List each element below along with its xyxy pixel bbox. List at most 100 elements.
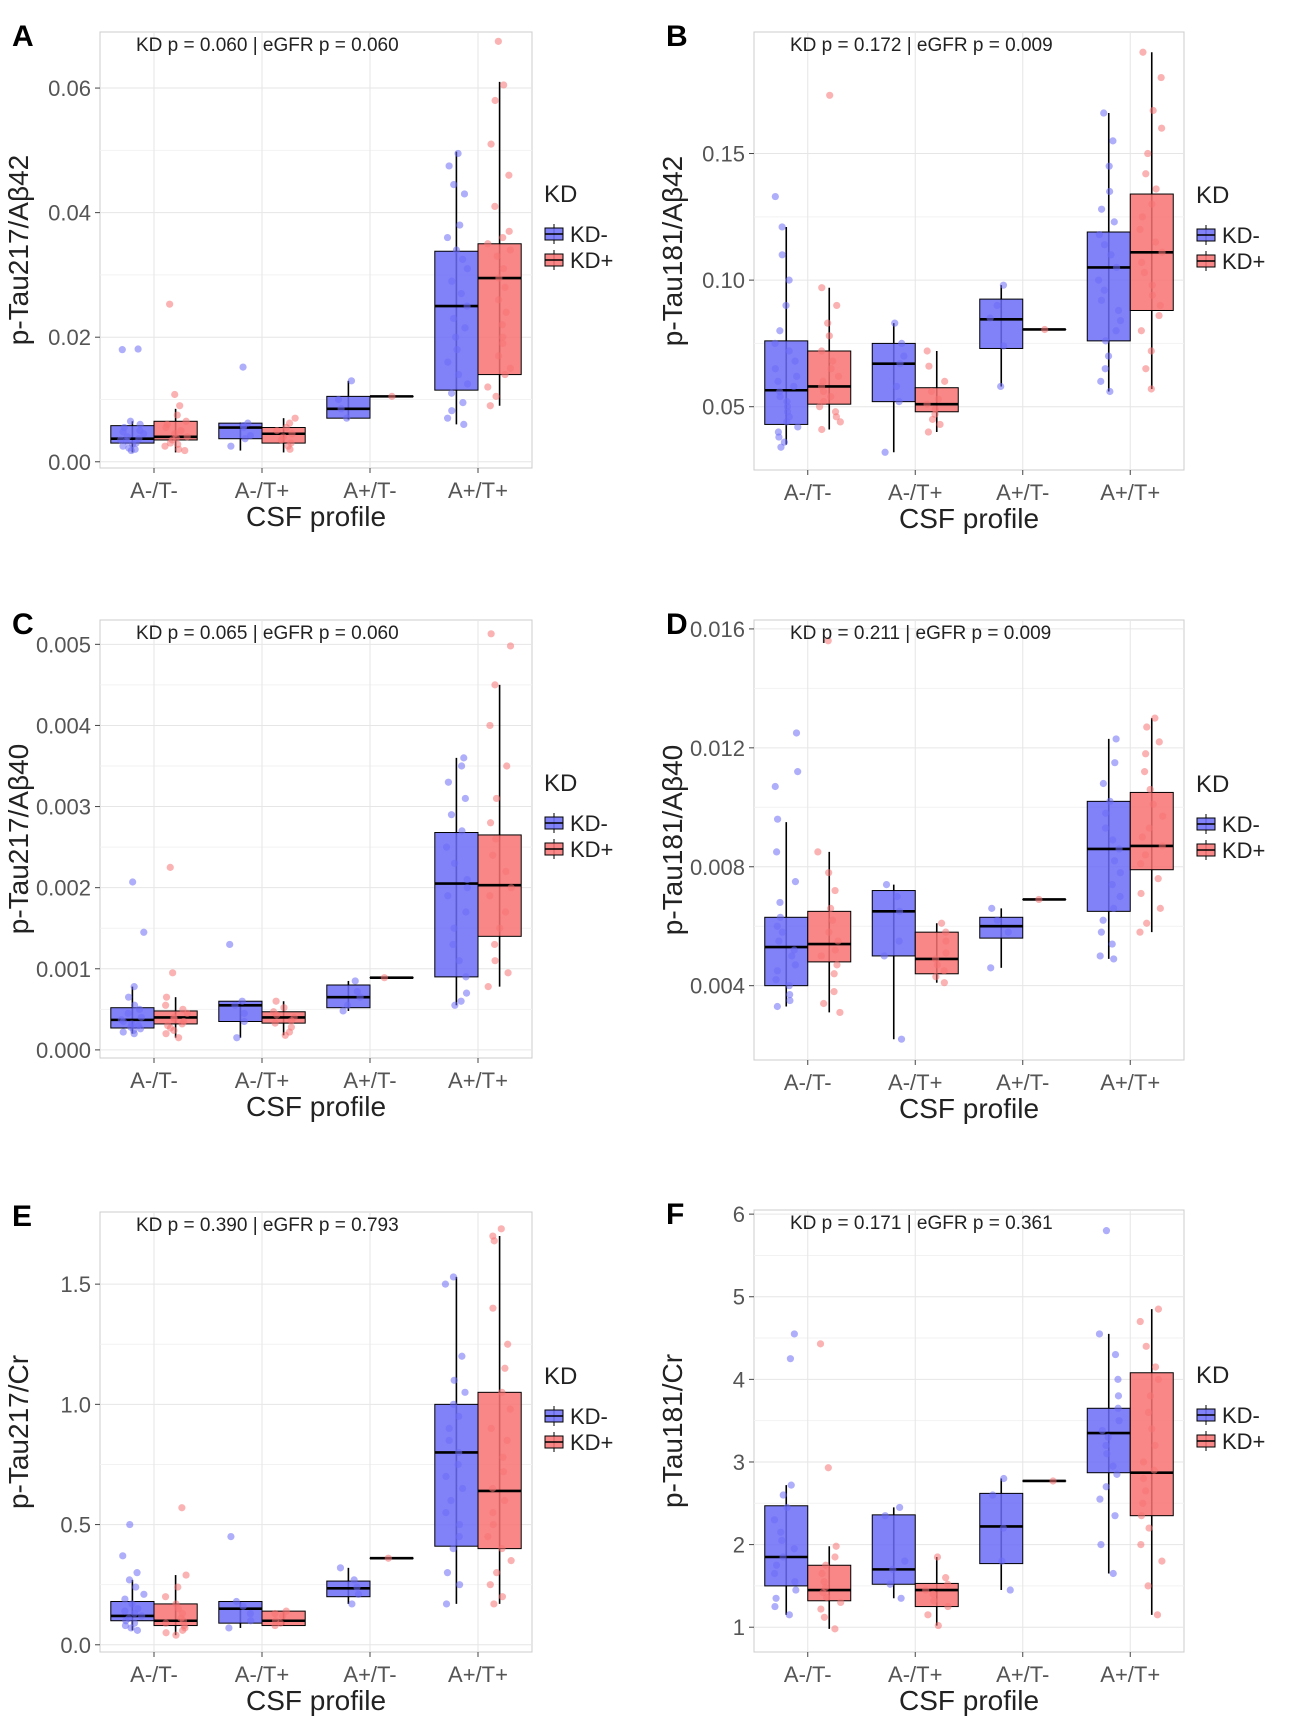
- p-value-annotation: KD p = 0.172 | eGFR p = 0.009: [790, 35, 1053, 56]
- box-body: [435, 833, 478, 977]
- data-point: [942, 937, 949, 944]
- data-point: [784, 1504, 791, 1511]
- data-point: [928, 388, 935, 395]
- data-point: [942, 929, 949, 936]
- data-point: [786, 997, 793, 1004]
- data-point: [133, 1569, 140, 1576]
- data-point: [1139, 833, 1146, 840]
- y-tick-label: 1.5: [60, 1272, 91, 1297]
- data-point: [1149, 282, 1156, 289]
- data-point: [1137, 890, 1144, 897]
- data-point: [942, 1574, 949, 1581]
- data-point: [934, 1553, 941, 1560]
- data-point: [227, 1533, 234, 1540]
- data-point: [162, 1620, 169, 1627]
- data-point: [835, 373, 842, 380]
- data-point: [1000, 342, 1007, 349]
- data-point: [1096, 1330, 1103, 1337]
- data-point: [1155, 1376, 1162, 1383]
- y-tick-label: 1: [733, 1615, 745, 1640]
- data-point: [896, 360, 903, 367]
- data-point: [450, 1545, 457, 1552]
- y-tick-label: 0.04: [48, 201, 91, 226]
- data-point: [779, 1553, 786, 1560]
- data-point: [455, 371, 462, 378]
- data-point: [779, 251, 786, 258]
- data-point: [1136, 226, 1143, 233]
- data-point: [1159, 813, 1166, 820]
- data-point: [827, 365, 834, 372]
- data-point: [776, 899, 783, 906]
- data-point: [898, 340, 905, 347]
- data-point: [941, 967, 948, 974]
- data-point: [894, 893, 901, 900]
- data-point: [227, 443, 234, 450]
- data-point: [140, 1591, 147, 1598]
- data-point: [1111, 218, 1118, 225]
- data-point: [388, 393, 395, 400]
- data-point: [450, 1273, 457, 1280]
- data-point: [1147, 786, 1154, 793]
- data-point: [459, 256, 466, 263]
- data-point: [932, 973, 939, 980]
- data-point: [1152, 239, 1159, 246]
- data-point: [460, 421, 467, 428]
- data-point: [1145, 1582, 1152, 1589]
- data-point: [994, 302, 1001, 309]
- data-point: [821, 1614, 828, 1621]
- data-point: [446, 162, 453, 169]
- y-tick-label: 0.008: [690, 855, 745, 880]
- data-point: [1148, 1425, 1155, 1432]
- data-point: [505, 172, 512, 179]
- data-point: [1110, 955, 1117, 962]
- data-point: [125, 1010, 132, 1017]
- data-point: [777, 914, 784, 921]
- data-point: [1116, 893, 1123, 900]
- data-point: [1100, 917, 1107, 924]
- data-point: [462, 795, 469, 802]
- data-point: [823, 1594, 830, 1601]
- data-point: [791, 1578, 798, 1585]
- y-axis-label: p-Tau217/Aβ40: [3, 744, 34, 934]
- data-point: [1146, 825, 1153, 832]
- data-point: [1153, 185, 1160, 192]
- data-point: [444, 415, 451, 422]
- data-point: [171, 1015, 178, 1022]
- data-point: [501, 371, 508, 378]
- data-point: [1139, 49, 1146, 56]
- data-point: [454, 150, 461, 157]
- data-point: [779, 929, 786, 936]
- x-tick-label: A-/T+: [235, 1662, 289, 1687]
- data-point: [489, 1509, 496, 1516]
- data-point: [1137, 860, 1144, 867]
- data-point: [820, 388, 827, 395]
- data-point: [353, 1583, 360, 1590]
- data-point: [492, 393, 499, 400]
- data-point: [501, 284, 508, 291]
- data-point: [1106, 798, 1113, 805]
- data-point: [456, 221, 463, 228]
- data-point: [127, 418, 134, 425]
- data-point: [1151, 1442, 1158, 1449]
- data-point: [935, 1622, 942, 1629]
- data-point: [1138, 1512, 1145, 1519]
- data-point: [1109, 1463, 1116, 1470]
- data-point: [929, 416, 936, 423]
- data-point: [121, 1596, 128, 1603]
- data-point: [273, 427, 280, 434]
- data-point: [824, 320, 831, 327]
- data-point: [462, 973, 469, 980]
- plot-area: [100, 32, 532, 468]
- data-point: [1141, 768, 1148, 775]
- data-point: [786, 1611, 793, 1618]
- data-point: [452, 334, 459, 341]
- data-point: [233, 1034, 240, 1041]
- data-point: [119, 346, 126, 353]
- data-point: [448, 278, 455, 285]
- data-point: [794, 423, 801, 430]
- data-point: [461, 1389, 468, 1396]
- data-point: [1113, 264, 1120, 271]
- data-point: [792, 878, 799, 885]
- data-point: [381, 974, 388, 981]
